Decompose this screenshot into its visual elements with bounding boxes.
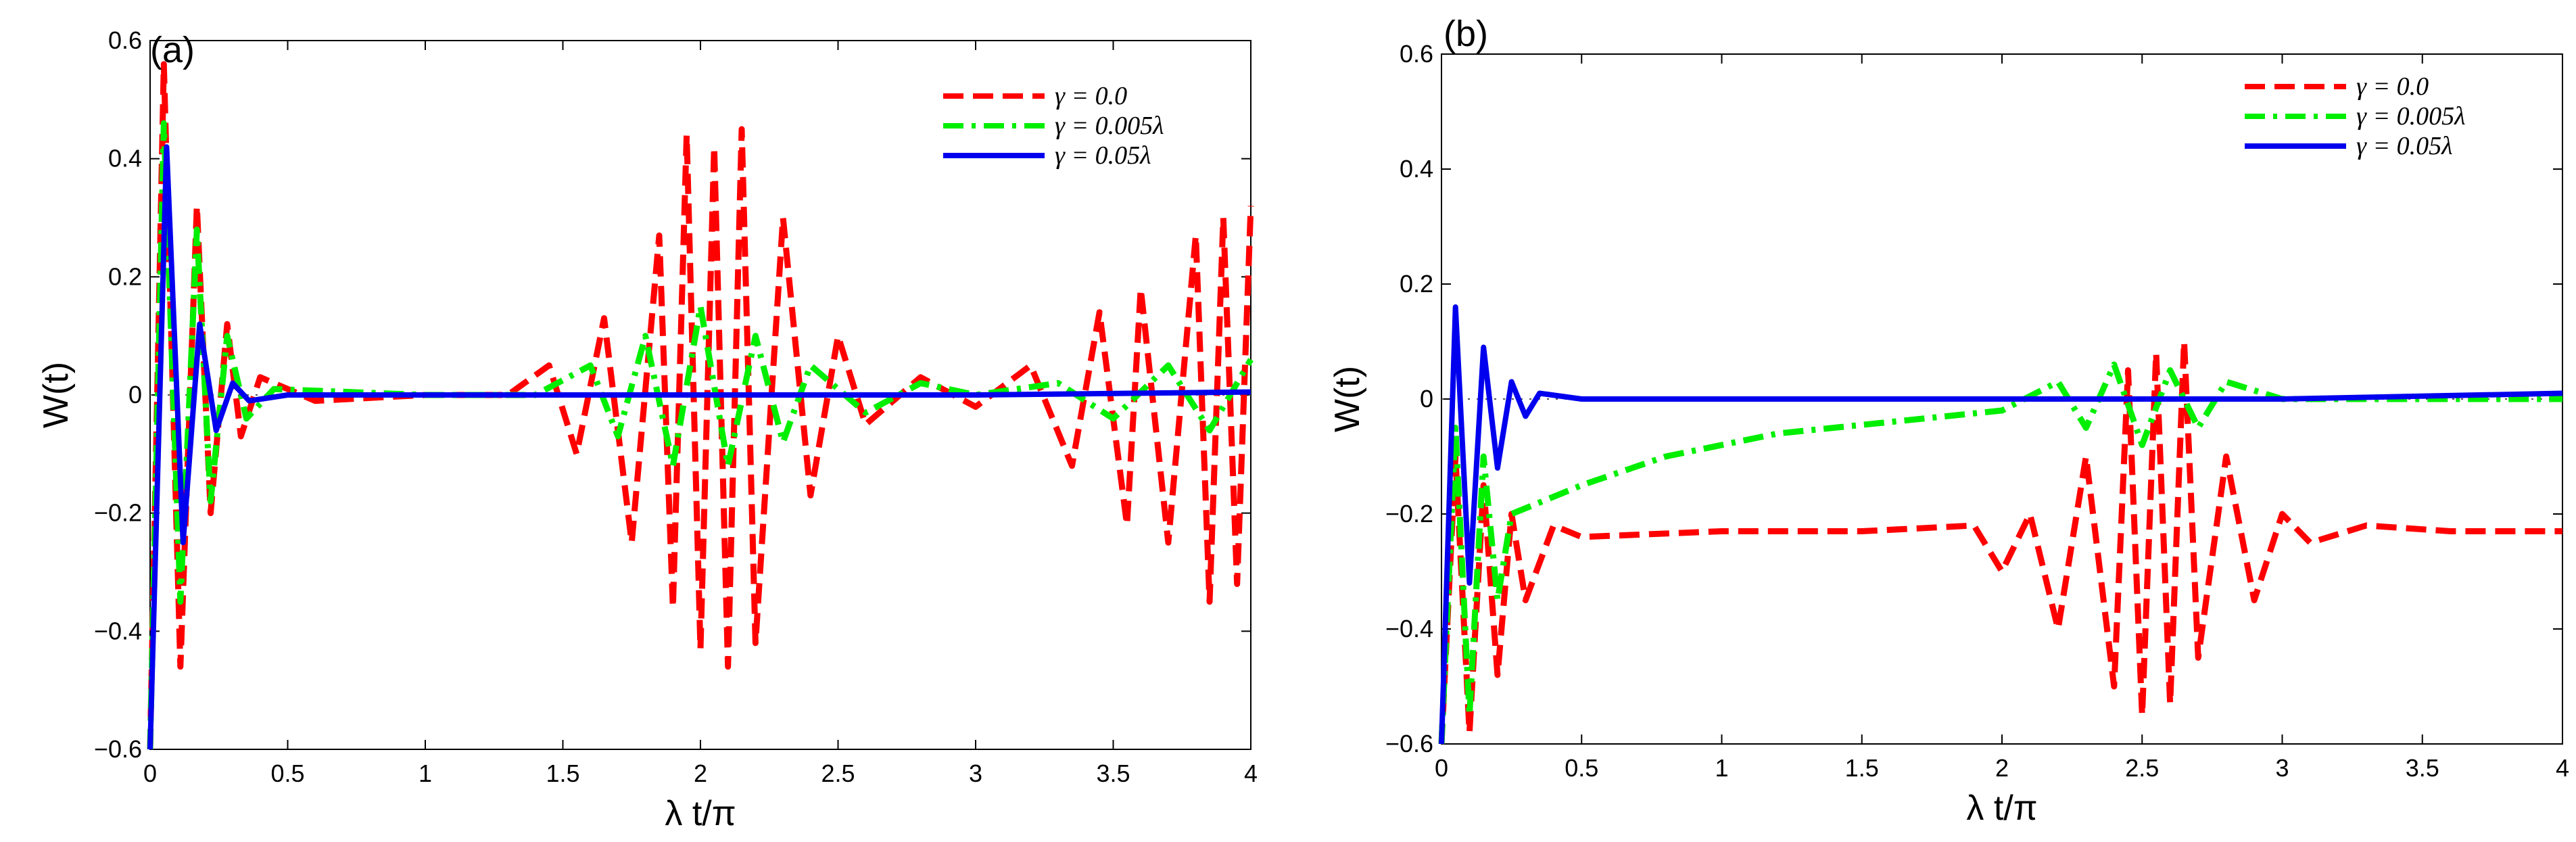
x-tick-label: 1 (1715, 754, 1728, 782)
y-tick-label: −0.6 (1385, 730, 1433, 757)
x-ticks: 0 0.5 1 1.5 2 2.5 3 3.5 4 (1435, 54, 2569, 782)
x-ticks: 0 0.5 1 1.5 2 2.5 3 3.5 4 (143, 41, 1258, 787)
y-tick-label: 0.4 (108, 145, 142, 172)
x-tick-label: 1.5 (546, 759, 579, 787)
panel-label: (b) (1444, 14, 1488, 54)
x-tick-label: 0.5 (1565, 754, 1598, 782)
legend-entry-gamma-005: γ = 0.05λ (2245, 132, 2453, 160)
x-tick-label: 3.5 (2406, 754, 2439, 782)
y-tick-label: 0 (1420, 385, 1433, 413)
y-tick-label: −0.2 (1385, 500, 1433, 528)
series-line (147, 144, 1251, 750)
legend: γ = 0.0 γ = 0.005λ γ = 0.05λ (2245, 72, 2466, 160)
legend-entry-gamma-0005: γ = 0.005λ (2245, 102, 2466, 131)
legend: γ = 0.0 γ = 0.005λ γ = 0.05λ (943, 82, 1164, 170)
y-tick-label: 0.6 (1400, 40, 1433, 68)
y-tick-label: 0.2 (108, 262, 142, 290)
legend-entry-gamma-005: γ = 0.05λ (943, 141, 1151, 170)
y-tick-label: −0.4 (1385, 615, 1433, 642)
y-ticks: −0.6 −0.4 −0.2 0 0.2 0.4 0.6 (94, 26, 1251, 763)
y-tick-label: −0.2 (94, 499, 142, 527)
y-ticks: −0.6 −0.4 −0.2 0 0.2 0.4 0.6 (1385, 40, 2562, 757)
x-tick-label: 1.5 (1845, 754, 1879, 782)
y-tick-label: −0.4 (94, 617, 142, 645)
x-axis-label: λ t/π (665, 794, 736, 833)
x-tick-label: 4 (2556, 754, 2569, 782)
y-axis-label: W(t) (1328, 366, 1367, 432)
y-tick-label: 0 (128, 381, 142, 408)
series-line (147, 61, 1254, 750)
legend-entry-gamma-0: γ = 0.0 (2245, 72, 2429, 101)
panel-label: (a) (150, 30, 195, 70)
x-tick-label: 3 (2275, 754, 2289, 782)
x-tick-label: 4 (1244, 759, 1258, 787)
x-tick-label: 2 (1995, 754, 2009, 782)
x-tick-label: 0 (1435, 754, 1448, 782)
x-tick-label: 0.5 (270, 759, 304, 787)
series-lines (147, 61, 1254, 750)
legend-label: γ = 0.005λ (2356, 102, 2466, 131)
x-axis-label: λ t/π (1966, 789, 2037, 828)
legend-entry-gamma-0: γ = 0.0 (943, 82, 1127, 110)
y-tick-label: 0.4 (1400, 155, 1433, 183)
legend-label: γ = 0.05λ (2356, 132, 2453, 160)
legend-label: γ = 0.0 (2356, 72, 2429, 101)
x-tick-label: 2.5 (821, 759, 855, 787)
series-line (1438, 361, 2562, 745)
x-tick-label: 3 (969, 759, 982, 787)
panel-a: −0.6 −0.4 −0.2 0 0.2 0.4 0.6 0 0.5 1 1.5 2 2.5 3 3.5 4… (37, 26, 1258, 833)
panel-b: −0.6 −0.4 −0.2 0 0.2 0.4 0.6 0 0.5 1 1.5 2 2.5 3 3.5 4… (1328, 14, 2569, 828)
legend-label: γ = 0.005λ (1055, 112, 1164, 140)
y-tick-label: 0.6 (108, 26, 142, 54)
y-tick-label: 0.2 (1400, 270, 1433, 298)
x-tick-label: 2 (694, 759, 707, 787)
x-tick-label: 1 (419, 759, 432, 787)
y-axis-label: W(t) (37, 362, 76, 428)
series-lines (1438, 304, 2563, 745)
y-tick-label: −0.6 (94, 735, 142, 763)
x-tick-label: 3.5 (1096, 759, 1130, 787)
series-line (1439, 304, 2563, 745)
x-tick-label: 0 (143, 759, 157, 787)
legend-label: γ = 0.0 (1055, 82, 1127, 110)
series-line (147, 120, 1254, 750)
x-tick-label: 2.5 (2125, 754, 2159, 782)
legend-label: γ = 0.05λ (1055, 141, 1151, 170)
legend-entry-gamma-0005: γ = 0.005λ (943, 112, 1164, 140)
